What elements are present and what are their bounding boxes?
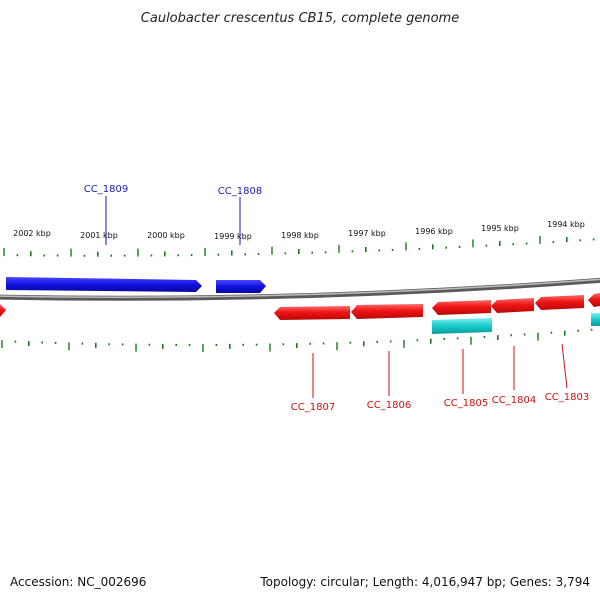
scale-labels: 2002 kbp 2001 kbp 2000 kbp 1999 kbp 1998… <box>13 220 585 241</box>
gene-label-cc-1809[interactable]: CC_1809 <box>84 184 128 195</box>
scale-label: 1997 kbp <box>348 229 386 238</box>
gene-arrow-cc-1803[interactable] <box>535 295 584 310</box>
feature-box-cyan-partial[interactable] <box>591 313 600 326</box>
gene-arrow-cc-1805[interactable] <box>432 300 491 315</box>
gene-arrow-cc-1807[interactable] <box>274 306 350 320</box>
reverse-strand-genes <box>0 293 600 320</box>
feature-box-cyan[interactable] <box>432 318 492 334</box>
gene-arrow-cc-1806[interactable] <box>351 304 423 319</box>
accession-text: Accession: NC_002696 <box>10 575 146 589</box>
genome-backbone-highlight <box>0 278 600 298</box>
forward-strand-genes <box>6 277 266 293</box>
gene-arrow-partial-left[interactable] <box>0 304 6 317</box>
reverse-gene-labels: CC_1807 CC_1806 CC_1805 CC_1804 CC_1803 <box>291 343 589 413</box>
scale-label: 2002 kbp <box>13 229 51 238</box>
gene-label-cc-1803[interactable]: CC_1803 <box>545 392 589 403</box>
forward-gene-labels: CC_1809 CC_1808 <box>84 184 262 245</box>
other-features <box>432 313 600 334</box>
gene-arrow-cc-1809[interactable] <box>6 277 202 292</box>
gene-arrow-partial-right[interactable] <box>588 293 600 307</box>
scale-label: 1998 kbp <box>281 231 319 240</box>
genome-backbone <box>0 277 600 301</box>
gene-arrow-cc-1804[interactable] <box>491 298 534 313</box>
label-leader-line <box>561 343 568 389</box>
scale-label: 1999 kbp <box>214 232 252 241</box>
scale-label: 1995 kbp <box>481 224 519 233</box>
scale-label: 2001 kbp <box>80 231 118 240</box>
genome-summary-text: Topology: circular; Length: 4,016,947 bp… <box>259 575 590 589</box>
gene-label-cc-1807[interactable]: CC_1807 <box>291 402 335 413</box>
gene-label-cc-1806[interactable]: CC_1806 <box>367 400 411 411</box>
scale-label: 1996 kbp <box>415 227 453 236</box>
scale-label: 2000 kbp <box>147 231 185 240</box>
inner-tick-track <box>1 328 593 352</box>
map-title: Caulobacter crescentus CB15, complete ge… <box>141 11 459 26</box>
gene-label-cc-1805[interactable]: CC_1805 <box>444 398 488 409</box>
gene-label-cc-1804[interactable]: CC_1804 <box>492 395 536 406</box>
outer-tick-track <box>3 235 595 257</box>
gene-label-cc-1808[interactable]: CC_1808 <box>218 186 262 197</box>
gene-arrow-cc-1808[interactable] <box>216 280 266 293</box>
scale-label: 1994 kbp <box>547 220 585 229</box>
